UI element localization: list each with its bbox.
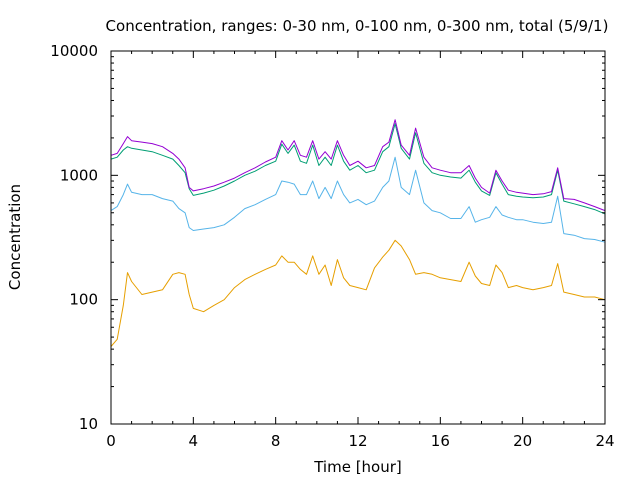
series-line-4: [110, 119, 606, 212]
y-axis-label: Concentration: [6, 184, 24, 290]
x-axis-label: Time [hour]: [313, 458, 402, 476]
y-tick-label: 100: [69, 291, 98, 309]
y-tick-label: 1000: [60, 166, 98, 184]
x-tick-label: 8: [271, 432, 281, 450]
x-tick-label: 12: [348, 432, 367, 450]
x-tick-label: 4: [189, 432, 199, 450]
y-tick-label: 10000: [50, 42, 98, 60]
x-tick-label: 24: [595, 432, 614, 450]
series-layer: [110, 119, 606, 347]
plot-frame: [110, 50, 606, 425]
series-line-2: [110, 156, 606, 243]
series-line-3: [110, 123, 606, 215]
chart-title: Concentration, ranges: 0-30 nm, 0-100 nm…: [106, 17, 609, 35]
x-tick-label: 20: [513, 432, 532, 450]
x-tick-label: 0: [106, 432, 116, 450]
x-tick-label: 16: [431, 432, 450, 450]
series-line-1: [110, 239, 606, 347]
tick-layer: 0 4 8 12 16 20 24 10 100 1000 10000: [50, 42, 614, 450]
y-tick-label: 10: [79, 415, 98, 433]
